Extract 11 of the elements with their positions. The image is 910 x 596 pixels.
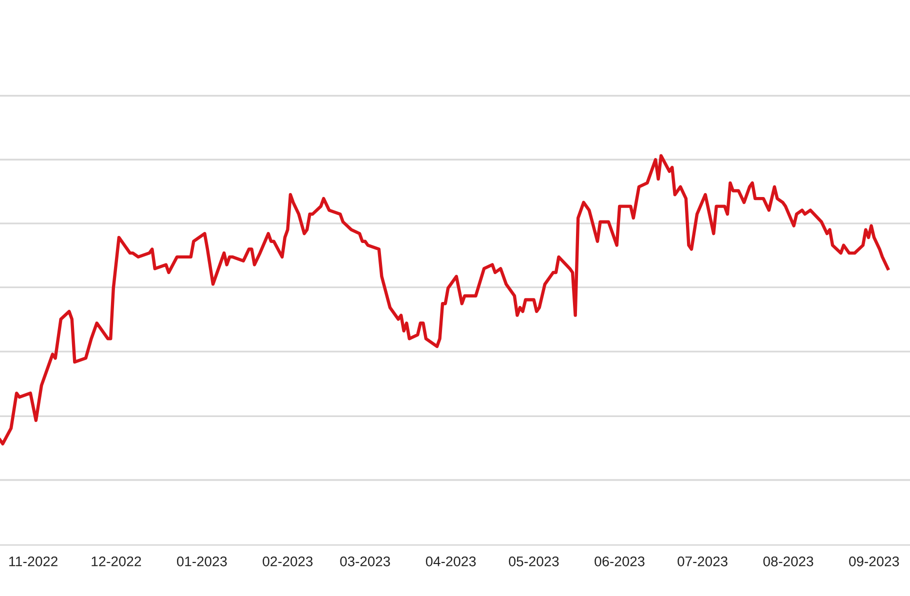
x-tick-label: 12-2022 (92, 556, 141, 566)
x-tick-label: 05-2023 (508, 556, 559, 566)
x-tick-label: 07-2023 (678, 556, 728, 566)
x-tick-label: 11-2022 (9, 556, 58, 566)
x-tick-label: 08-2023 (763, 556, 814, 566)
x-tick-label: 09-2023 (849, 556, 899, 566)
x-tick-label: 02-2023 (262, 556, 313, 566)
x-tick-label: 03-2023 (340, 556, 390, 566)
x-tick-label: 04-2023 (426, 556, 476, 566)
x-tick-label: 06-2023 (594, 556, 644, 566)
x-tick-label: 01-2023 (176, 556, 227, 566)
